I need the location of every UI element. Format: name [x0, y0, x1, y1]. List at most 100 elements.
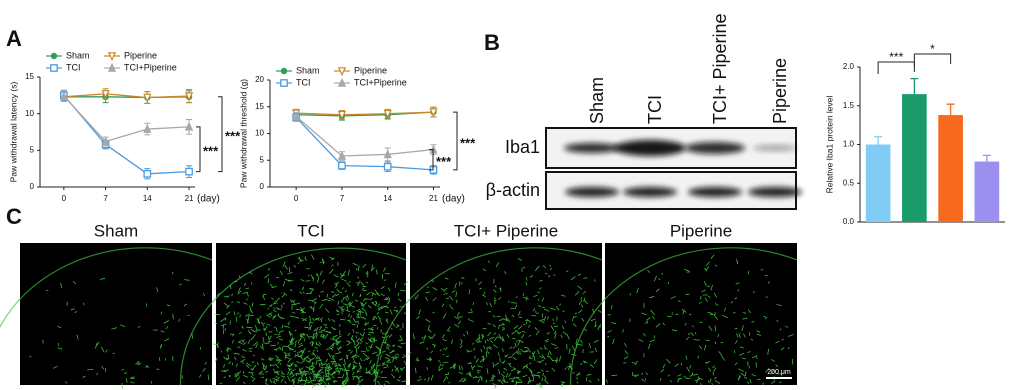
x-tick-label: 21: [185, 194, 194, 203]
bar: [865, 144, 891, 222]
y-tick-label: 0: [260, 182, 265, 191]
y-axis-label: Relative Iba1 protein level: [824, 95, 834, 193]
significance-bracket: [196, 126, 201, 173]
blot-band: [685, 142, 745, 154]
marker: [429, 108, 438, 118]
marker: [292, 111, 301, 121]
micrograph-title: Piperine: [670, 221, 732, 240]
legend-marker: [107, 62, 117, 72]
y-tick-label: 2.0: [843, 62, 855, 71]
legend-label: TCI+Piperine: [354, 77, 407, 87]
x-tick-label: 21: [429, 194, 438, 203]
scale-bar-label: 200 μm: [767, 369, 791, 376]
significance-bracket: [429, 149, 434, 171]
x-tick-label: 14: [143, 194, 152, 203]
blot-band: [565, 187, 619, 197]
marker: [383, 162, 392, 171]
marker: [383, 109, 392, 119]
tissue-edge: [0, 247, 213, 329]
x-axis-label: (day): [442, 194, 465, 205]
microglia-texture: [605, 254, 794, 386]
significance-bracket: [877, 61, 915, 74]
significance-label: ***: [889, 50, 903, 64]
tissue-edge: [179, 247, 407, 386]
x-tick-label: 0: [62, 194, 67, 203]
series-line: [295, 117, 434, 171]
series-line: [295, 115, 434, 157]
legend-marker: [50, 52, 58, 60]
blot-band: [623, 187, 677, 197]
micrograph: [605, 243, 797, 385]
blot-band: [688, 187, 742, 197]
y-tick-label: 0.5: [843, 178, 855, 187]
x-tick-label: 14: [383, 194, 392, 203]
lane-label: Sham: [587, 77, 607, 124]
bar: [974, 161, 1000, 222]
micrograph: [410, 243, 602, 385]
marker: [143, 93, 152, 103]
micrograph: [20, 243, 212, 385]
micrograph: [216, 243, 406, 385]
legend-label: Sham: [66, 50, 90, 60]
bar: [902, 94, 927, 222]
y-axis-label: Paw withdrawal threshold (g): [238, 79, 248, 188]
significance-label: ***: [436, 154, 452, 169]
significance-bracket: [218, 96, 223, 173]
error-bar: [946, 103, 955, 116]
microglia-texture: [212, 254, 409, 389]
legend-label: Piperine: [354, 65, 387, 75]
marker: [184, 92, 194, 102]
panel-label: B: [484, 30, 500, 55]
x-tick-label: 0: [294, 194, 299, 203]
microglia-texture: [408, 257, 603, 389]
error-bar: [982, 154, 991, 162]
series-line: [63, 94, 190, 175]
significance-label: ***: [225, 129, 241, 144]
marker: [337, 110, 347, 120]
y-tick-label: 15: [25, 72, 34, 81]
marker: [101, 136, 110, 146]
legend-marker: [280, 79, 288, 87]
y-tick-label: 10: [25, 109, 34, 118]
y-tick-label: 20: [255, 75, 264, 84]
lane-label: Piperine: [770, 58, 790, 124]
marker: [185, 167, 193, 176]
marker: [184, 121, 194, 131]
series-line: [296, 111, 434, 116]
blot-band: [753, 145, 797, 151]
legend-marker: [337, 67, 347, 77]
y-tick-label: 0: [30, 182, 35, 191]
legend-marker: [107, 52, 117, 62]
significance-bracket: [913, 53, 952, 66]
marker: [143, 123, 152, 133]
row-label: Iba1: [505, 137, 540, 157]
marker: [143, 169, 152, 178]
bar: [938, 115, 963, 222]
row-label: β-actin: [486, 180, 540, 200]
marker: [338, 161, 346, 170]
panel-label: C: [6, 204, 22, 229]
legend-marker: [280, 67, 288, 75]
y-tick-label: 1.0: [843, 140, 855, 149]
tissue-edge: [374, 247, 603, 386]
y-tick-label: 10: [255, 129, 264, 138]
micrograph-title: TCI+ Piperine: [454, 221, 558, 240]
legend-label: TCI+Piperine: [124, 62, 177, 72]
legend-label: TCI: [296, 77, 311, 87]
y-tick-label: 1.5: [843, 101, 855, 110]
significance-bracket: [453, 111, 458, 171]
legend-marker: [50, 64, 58, 72]
x-axis-label: (day): [197, 194, 220, 205]
significance-label: ***: [203, 144, 219, 159]
significance-label: ***: [460, 135, 476, 150]
blot-band: [748, 187, 802, 197]
legend-label: TCI: [66, 62, 81, 72]
micrograph-title: Sham: [94, 221, 138, 240]
blot-band: [614, 140, 686, 156]
marker: [101, 90, 110, 99]
tissue-edge: [569, 247, 798, 386]
y-axis-label: Paw withdrawal latency (s): [8, 82, 18, 183]
x-tick-label: 7: [340, 194, 345, 203]
legend-label: Sham: [296, 65, 320, 75]
